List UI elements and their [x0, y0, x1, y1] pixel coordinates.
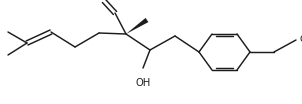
Text: OCH₃: OCH₃ [299, 35, 302, 45]
Text: OH: OH [135, 78, 151, 88]
Polygon shape [126, 18, 148, 34]
